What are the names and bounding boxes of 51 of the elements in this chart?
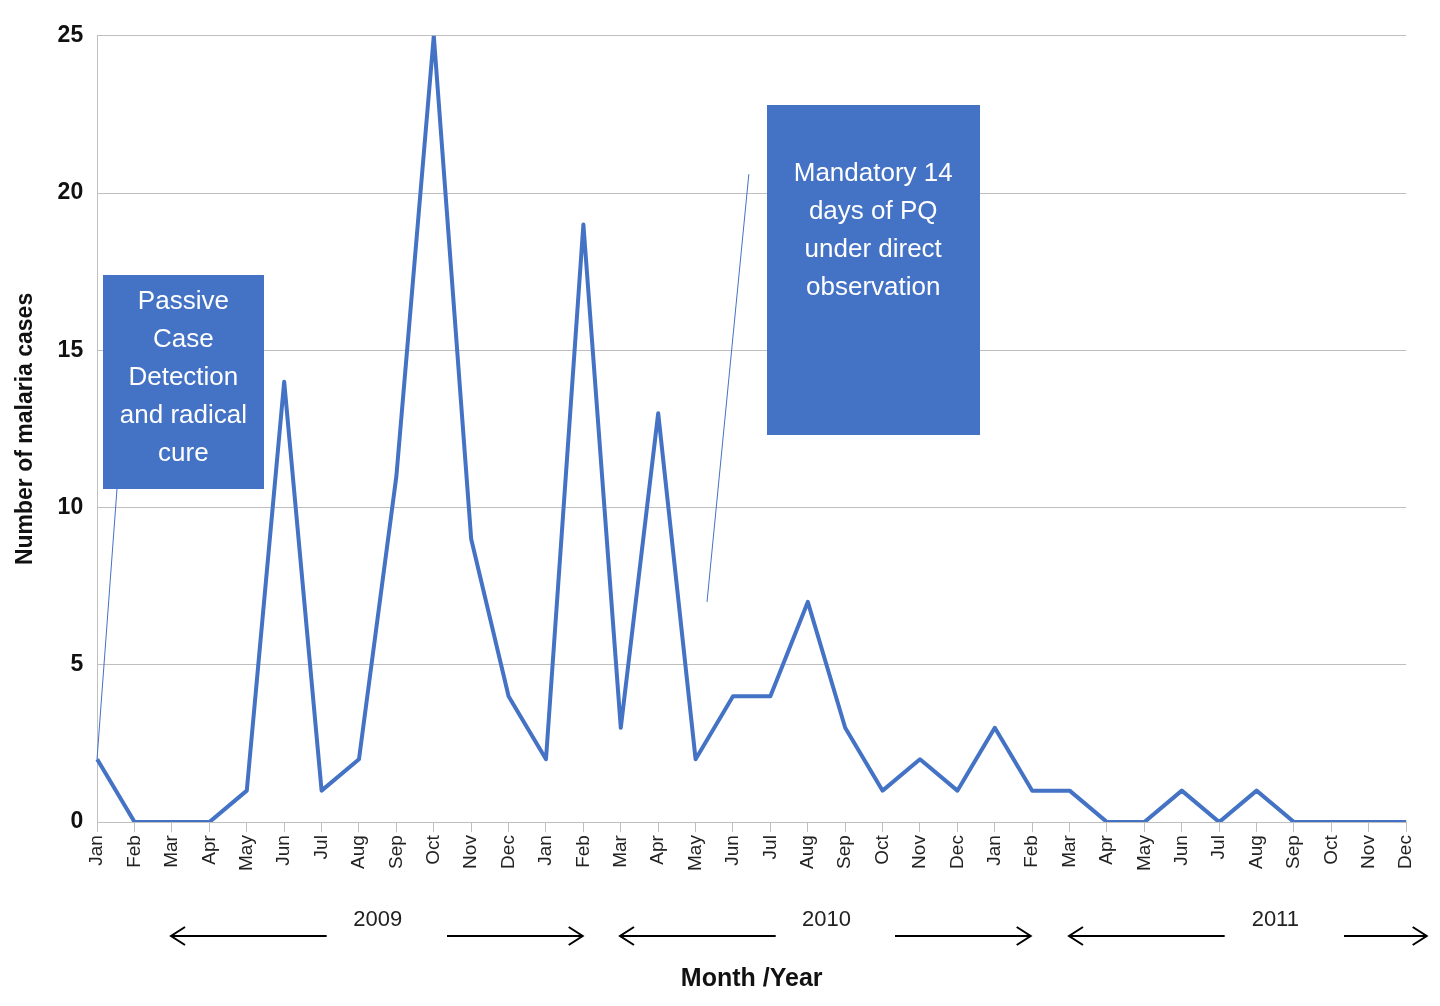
x-tick-label: Dec [496,835,518,869]
x-tick-label: Sep [1282,835,1304,869]
x-tick-label: Feb [1020,835,1042,868]
x-tick-label: Feb [571,835,593,868]
y-axis-title: Number of malaria cases [11,292,38,566]
x-tick-label: May [683,834,705,872]
x-axis-title: Month /Year [680,962,823,991]
x-tick-label: Jun [721,835,743,866]
x-tick-label: Jul [1207,835,1229,860]
x-tick-label: Mar [160,834,182,868]
x-tick-label: May [235,834,257,872]
text: 2009 [352,906,404,932]
x-tick-label: Aug [347,835,369,869]
x-tick-label: Aug [796,835,818,869]
y-tick-label: 15 [57,335,84,362]
y-tick-label: 25 [57,21,84,48]
x-tick-label: Mar [1057,834,1079,868]
text: 2011 [1250,906,1300,932]
x-tick-label: Dec [1394,835,1416,869]
x-tick-label: Apr [646,834,668,865]
annotation: Passive Case Detection and radical cure [119,284,247,467]
x-tick-label: Aug [1244,835,1266,869]
x-tick-label: Apr [197,834,219,865]
callout: Mandatory 14 days of PQ under direct observation [704,103,982,604]
x-tick-label: Oct [1319,834,1341,865]
x-tick-label: Sep [833,835,855,869]
x-tick-label: Feb [122,835,144,868]
x-tick-label: Dec [945,835,967,869]
x-tick-label: Mar [609,834,631,868]
annotation: Mandatory 14 days of PQ under direct observation [793,156,953,301]
x-tick-label: Jan [983,835,1005,866]
x-tick-label: Nov [459,834,481,869]
y-tick-label: 10 [57,492,84,519]
x-tick-label: Nov [908,834,930,869]
y-tick-label: 5 [70,650,84,677]
x-tick-label: Nov [1357,834,1379,869]
x-tick-label: Jan [534,835,556,866]
x-tick-label: Jan [85,835,107,866]
x-tick-label: Jul [758,835,780,860]
callout: Passive Case Detection and radical cure [95,272,266,762]
y-tick-label: 20 [57,178,84,205]
x-tick-label: Apr [1095,834,1117,865]
text: 2010 [801,906,852,932]
x-tick-label: Oct [870,834,892,865]
x-tick-label: Jul [309,835,331,860]
x-tick-label: Oct [422,834,444,865]
x-tick-label: Sep [384,835,406,869]
x-tick-label: Jun [272,835,294,866]
x-tick-label: Jun [1170,835,1192,866]
y-tick-label: 0 [70,807,84,834]
x-tick-label: May [1132,834,1154,872]
